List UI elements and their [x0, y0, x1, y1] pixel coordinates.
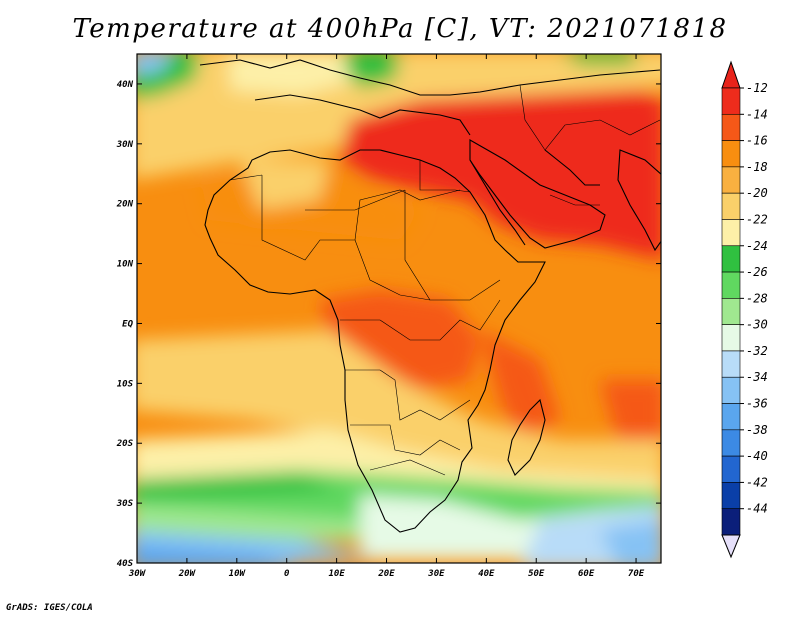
temperature-field	[137, 54, 661, 563]
colorbar-swatch	[721, 350, 741, 378]
y-tick-label: 10N	[117, 260, 134, 270]
field-darkblue-se	[600, 520, 661, 563]
colorbar-swatch	[721, 245, 741, 273]
arabia-outline	[469, 139, 606, 249]
x-tick-label: 70E	[628, 569, 645, 579]
colorbar-top-arrow	[721, 60, 741, 89]
colorbar-swatch	[721, 298, 741, 325]
colorbar-swatch	[721, 87, 741, 115]
colorbar-level-label: -38	[746, 423, 768, 437]
x-tick-label: 20W	[178, 569, 197, 579]
colorbar-swatch	[721, 140, 741, 168]
europe-coast	[199, 59, 661, 96]
colorbar-bottom-arrow	[721, 534, 741, 559]
persian-gulf	[544, 149, 600, 186]
field-hot-core	[340, 90, 661, 260]
colorbar-swatch	[721, 376, 741, 404]
colorbar: -12 -14 -16 -18 -20 -22 -24 -26 -28 -30 -32 -34 -36 -…	[721, 60, 768, 559]
field-darkblue-sw	[137, 545, 282, 563]
country-borders	[229, 84, 661, 476]
field-sahara-yellow	[240, 160, 330, 210]
india-outline	[617, 149, 661, 252]
map-frame	[136, 53, 662, 564]
x-tick-label: 50E	[528, 569, 545, 579]
colorbar-swatch	[721, 166, 741, 194]
colorbar-level-label: -14	[746, 107, 768, 121]
colorbar-swatch	[721, 508, 741, 536]
colorbar-swatch	[721, 324, 741, 352]
colorbar-level-label: -44	[746, 502, 768, 516]
colorbar-level-label: -16	[746, 134, 768, 148]
y-tick-label: 30S	[116, 499, 134, 509]
coastlines	[199, 59, 661, 533]
colorbar-level-label: -28	[746, 291, 768, 305]
madagascar-outline	[507, 398, 546, 476]
colorbar-level-label: -30	[746, 318, 768, 332]
chart-title: Temperature at 400hPa [C], VT: 202107181…	[72, 14, 728, 44]
colorbar-level-label: -18	[746, 160, 768, 174]
field-green-dark	[137, 475, 340, 500]
y-tick-label: 40S	[117, 559, 134, 569]
grads-credit: GrADS: IGES/COLA	[6, 603, 93, 613]
colorbar-level-label: -36	[746, 397, 768, 411]
colorbar-level-label: -42	[746, 475, 768, 489]
colorbar-level-label: -40	[746, 449, 768, 463]
field-lightblue-nw	[137, 54, 173, 75]
x-tick-label: 60E	[578, 569, 595, 579]
x-tick-label: 0	[284, 569, 290, 579]
y-tick-label: 10S	[117, 379, 134, 389]
field-green-ne	[345, 54, 400, 88]
colorbar-swatch	[721, 271, 741, 299]
x-tick-label: 10E	[328, 569, 345, 579]
x-tick-label: 40E	[478, 569, 495, 579]
colorbar-level-label: -26	[746, 265, 768, 279]
x-tick-label: 30W	[128, 569, 147, 579]
colorbar-level-label: -20	[746, 186, 768, 200]
colorbar-level-label: -12	[746, 81, 768, 95]
field-north-pale	[230, 54, 360, 95]
colorbar-swatch	[721, 219, 741, 247]
x-tick-label: 20E	[377, 569, 395, 579]
axis-ticks: 30W 20W 10W 0 10E 20E 30E 40E 50E 60E 70E 40S 30S 20S…	[116, 54, 661, 579]
field-east-africa	[480, 330, 560, 440]
colorbar-swatch	[721, 455, 741, 483]
med-coast	[254, 94, 471, 136]
y-tick-label: 30N	[116, 140, 134, 150]
field-green-ne2	[565, 54, 638, 65]
x-tick-label: 30E	[427, 569, 445, 579]
y-tick-label: 20S	[116, 439, 134, 449]
africa-outline	[204, 149, 546, 533]
y-tick-label: EQ	[122, 319, 133, 329]
colorbar-level-label: -32	[746, 344, 768, 358]
y-tick-label: 20N	[116, 200, 134, 210]
colorbar-swatch	[721, 113, 741, 141]
colorbar-swatch	[721, 192, 741, 220]
red-sea	[469, 159, 526, 246]
colorbar-swatch	[721, 403, 741, 431]
colorbar-level-label: -22	[746, 212, 768, 226]
colorbar-swatch	[721, 429, 741, 457]
y-tick-label: 40N	[117, 80, 134, 90]
colorbar-swatch	[721, 482, 741, 510]
x-tick-label: 10W	[229, 569, 247, 579]
colorbar-level-label: -34	[746, 370, 768, 384]
colorbar-level-label: -24	[746, 239, 768, 253]
